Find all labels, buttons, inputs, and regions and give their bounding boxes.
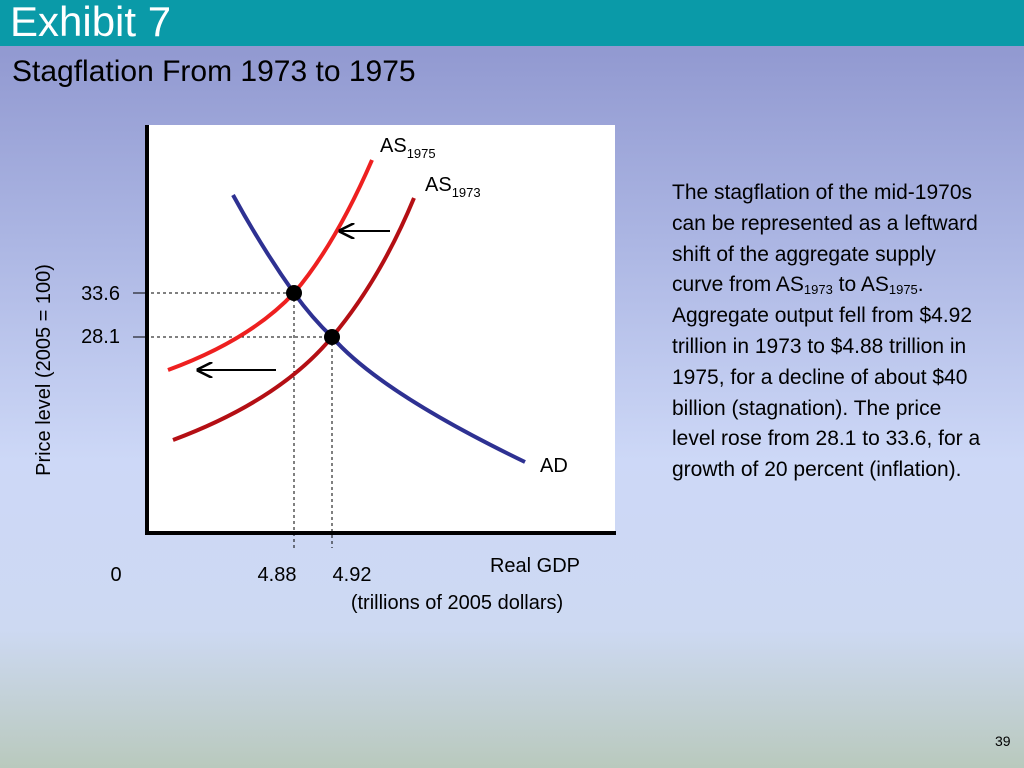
x-axis-label: Real GDP xyxy=(490,555,580,577)
x-tick-label: 4.92 xyxy=(333,564,372,586)
y-axis-label: Price level (2005 = 100) xyxy=(33,264,55,476)
x-axis-unit: (trillions of 2005 dollars) xyxy=(351,592,563,614)
text: The stagflation of the mid-1970s can be … xyxy=(672,181,978,297)
y-tick-label: 33.6 xyxy=(81,283,120,305)
curve-label: AS1973 xyxy=(425,174,481,200)
x-tick-label: 4.88 xyxy=(258,564,297,586)
ad-curve xyxy=(231,194,526,464)
body-text: The stagflation of the mid-1970s can be … xyxy=(672,178,984,486)
page-number: 39 xyxy=(995,733,1011,749)
text: . Aggregate output fell from $4.92 trill… xyxy=(672,273,981,482)
slide-title: Stagflation From 1973 to 1975 xyxy=(12,55,416,88)
equilibrium-point xyxy=(324,329,340,345)
curve-label-main: AS xyxy=(380,135,407,157)
equilibrium-point xyxy=(286,285,302,301)
header-bar xyxy=(0,0,1024,46)
curve-label-sub: 1975 xyxy=(407,146,436,161)
plot-area xyxy=(145,125,615,533)
curve-label-sub: 1973 xyxy=(452,185,481,200)
curve-label-main: AS xyxy=(425,174,452,196)
y-tick-label: 28.1 xyxy=(81,326,120,348)
curve-label: AS1975 xyxy=(380,135,436,161)
text: to AS xyxy=(832,273,889,297)
subscript: 1973 xyxy=(803,282,833,298)
x-tick-label: 0 xyxy=(110,564,121,586)
curve-label: AD xyxy=(540,455,568,477)
exhibit: Exhibit 7 xyxy=(10,0,172,45)
subscript: 1975 xyxy=(888,282,918,298)
